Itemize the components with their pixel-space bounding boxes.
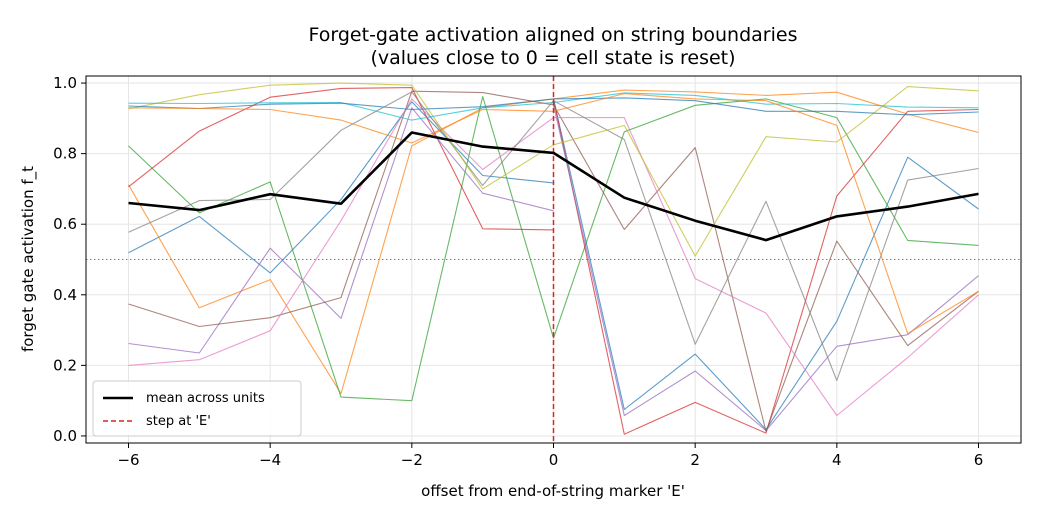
y-tick-label: 0.2 — [53, 356, 77, 374]
unit-line-left-9 — [128, 82, 554, 190]
unit-line-right-2 — [553, 89, 979, 134]
y-axis: 0.0 0.2 0.4 0.6 0.8 1.0 — [53, 74, 86, 445]
y-tick-label: 0.0 — [53, 427, 77, 445]
chart-title: Forget-gate activation aligned on string… — [309, 24, 798, 46]
unit-lines — [128, 82, 979, 435]
unit-line-left-6 — [128, 90, 554, 328]
legend-box — [92, 380, 302, 437]
x-tick-label: −2 — [401, 451, 423, 469]
unit-line-left-2 — [128, 98, 554, 395]
unit-line-right-8 — [553, 100, 979, 382]
y-tick-label: 0.8 — [53, 145, 77, 163]
y-axis-label: forget gate activation f_t — [19, 166, 38, 352]
unit-line-right-4 — [552, 98, 979, 435]
x-tick-label: −4 — [259, 451, 281, 469]
y-tick-label: 1.0 — [53, 74, 77, 92]
chart-subtitle: (values close to 0 = cell state is reset… — [370, 47, 735, 69]
mean-line — [128, 131, 979, 242]
unit-line-right-11 — [553, 97, 979, 116]
unit-line-right-10 — [553, 92, 979, 109]
unit-line-left-7 — [128, 98, 554, 366]
x-tick-label: 2 — [690, 451, 700, 469]
legend-mean-label: mean across units — [146, 391, 265, 406]
unit-line-left-1 — [128, 101, 554, 274]
x-tick-label: 6 — [974, 451, 984, 469]
unit-line-right-6 — [553, 104, 979, 432]
unit-line-right-7 — [553, 117, 979, 417]
unit-line-right-1 — [552, 98, 979, 431]
unit-line-left-4 — [128, 87, 554, 231]
x-axis-label: offset from end-of-string marker 'E' — [421, 482, 685, 500]
unit-line-right-12 — [553, 93, 979, 335]
y-tick-label: 0.4 — [53, 286, 77, 304]
x-tick-label: −6 — [117, 451, 139, 469]
unit-line-left-3 — [128, 95, 555, 402]
legend-step-label: step at 'E' — [146, 414, 211, 429]
unit-line-left-5 — [128, 107, 554, 354]
unit-line-right-3 — [552, 98, 979, 339]
x-tick-label: 4 — [832, 451, 842, 469]
unit-line-left-12 — [128, 107, 554, 144]
unit-line-left-8 — [128, 91, 554, 233]
legend: mean across units step at 'E' — [92, 380, 302, 437]
unit-line-left-10 — [128, 101, 554, 121]
x-axis: −6 −4 −2 0 2 4 6 — [117, 443, 983, 469]
y-tick-label: 0.6 — [53, 215, 77, 233]
mean-line-group — [128, 131, 979, 242]
unit-line-right-9 — [553, 86, 979, 257]
x-tick-label: 0 — [549, 451, 559, 469]
